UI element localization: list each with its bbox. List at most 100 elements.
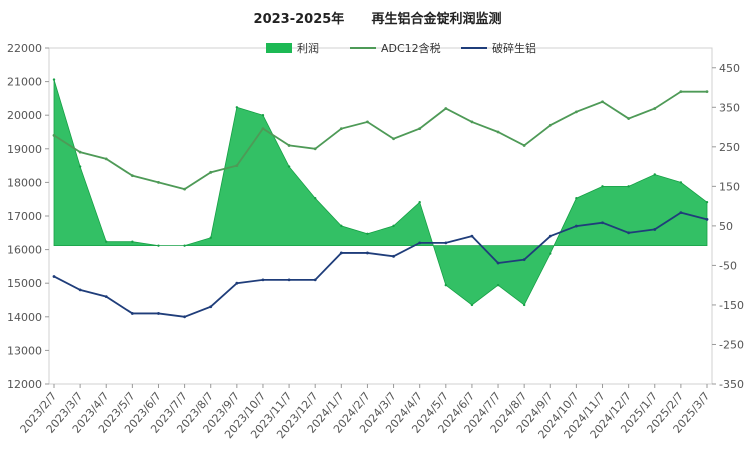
price-line-series: [52, 90, 709, 319]
y-right-tick-label: -50: [719, 259, 737, 272]
y-right-tick-label: -350: [719, 378, 744, 391]
y-right-tick-label: 250: [719, 141, 740, 154]
profit-point: [157, 244, 160, 247]
scrap-aluminum-point: [261, 278, 265, 282]
y-right-tick-label: 350: [719, 101, 740, 114]
adc12-point: [444, 107, 448, 110]
adc12-point: [78, 150, 82, 154]
scrap-aluminum-point: [444, 241, 448, 245]
adc12-point: [496, 130, 500, 134]
scrap-aluminum-line: [53, 211, 708, 318]
chart-title: 2023-2025年 再生铝合金锭利润监测: [253, 12, 502, 27]
y-left-tick-label: 22000: [7, 42, 42, 55]
adc12-point: [705, 90, 709, 94]
adc12-point: [601, 100, 604, 104]
legend-adc12-label: ADC12含税: [381, 41, 441, 55]
profit-point: [340, 224, 343, 228]
scrap-aluminum-point: [235, 281, 239, 285]
adc12-point: [470, 120, 474, 124]
scrap-aluminum-point: [104, 295, 108, 299]
legend-profit-label: 利润: [297, 41, 319, 55]
scrap-aluminum-point: [339, 251, 343, 255]
profit-point: [314, 197, 317, 200]
profit-point: [183, 244, 186, 247]
adc12-point: [183, 187, 187, 191]
adc12-point: [653, 107, 657, 110]
profit-point: [261, 114, 265, 117]
y-left-tick-label: 17000: [7, 210, 42, 223]
y-left-tick-label: 18000: [7, 176, 42, 189]
legend-profit-swatch: [266, 43, 292, 53]
adc12-point: [392, 137, 395, 141]
scrap-aluminum-point: [287, 278, 291, 282]
profit-point: [575, 197, 578, 200]
scrap-aluminum-point: [130, 312, 134, 315]
scrap-aluminum-point: [601, 221, 604, 225]
scrap-aluminum-point: [496, 261, 500, 265]
adc12-point: [679, 90, 683, 94]
y-right-tick-label: 450: [719, 62, 740, 75]
scrap-aluminum-point: [313, 278, 317, 282]
profit-point: [287, 165, 291, 168]
profit-point: [705, 200, 709, 204]
scrap-aluminum-point: [78, 288, 82, 292]
adc12-point: [575, 110, 578, 114]
y-left-tick-label: 21000: [7, 76, 42, 89]
profit-point: [392, 224, 395, 228]
scrap-aluminum-point: [52, 275, 56, 278]
scrap-aluminum-point: [157, 312, 160, 315]
scrap-aluminum-point: [392, 254, 395, 258]
profit-area-series: [52, 78, 709, 307]
scrap-aluminum-point: [548, 234, 552, 238]
adc12-point: [522, 144, 526, 147]
profit-point: [52, 78, 56, 81]
adc12-point: [104, 157, 108, 161]
scrap-aluminum-point: [418, 241, 422, 245]
scrap-aluminum-point: [209, 305, 213, 309]
profit-point: [549, 252, 552, 255]
profit-point: [105, 240, 108, 243]
y-left-tick-label: 15000: [7, 277, 42, 290]
adc12-point: [418, 127, 422, 131]
profit-point: [496, 283, 500, 287]
profit-point: [209, 236, 212, 239]
scrap-aluminum-point: [366, 251, 369, 255]
adc12-point: [287, 144, 291, 147]
scrap-aluminum-point: [653, 228, 657, 231]
y-right-tick-label: 150: [719, 180, 740, 193]
profit-point: [522, 303, 526, 307]
adc12-point: [366, 120, 369, 124]
legend: 利润 ADC12含税 破碎生铝: [266, 41, 536, 55]
profit-point: [444, 283, 447, 287]
profit-point: [235, 106, 239, 109]
adc12-point: [339, 127, 343, 131]
adc12-point: [157, 181, 160, 184]
scrap-aluminum-point: [705, 217, 709, 221]
profit-point: [366, 232, 369, 235]
y-right-tick-label: -250: [719, 338, 744, 351]
scrap-aluminum-point: [470, 234, 474, 238]
y-left-tick-label: 14000: [7, 311, 42, 324]
scrap-aluminum-point: [575, 224, 578, 228]
y-left-tick-label: 12000: [7, 378, 42, 391]
profit-point: [679, 181, 683, 184]
y-left-tick-label: 13000: [7, 344, 42, 357]
adc12-point: [261, 127, 265, 131]
profit-point: [78, 165, 82, 168]
y-right-tick-label: -150: [719, 299, 744, 312]
adc12-point: [313, 147, 317, 151]
profit-area: [53, 79, 708, 306]
y-left-tick-label: 20000: [7, 109, 42, 122]
profit-point: [653, 173, 656, 176]
adc12-line: [53, 90, 707, 191]
scrap-aluminum-point: [627, 231, 631, 235]
profit-point: [470, 303, 474, 307]
profit-point: [131, 240, 134, 243]
profit-point: [627, 185, 630, 188]
adc12-point: [52, 133, 56, 137]
profit-point: [418, 200, 421, 204]
scrap-aluminum-point: [679, 211, 683, 215]
legend-scrap-label: 破碎生铝: [492, 41, 536, 55]
y-right-tick-label: 50: [719, 220, 733, 233]
